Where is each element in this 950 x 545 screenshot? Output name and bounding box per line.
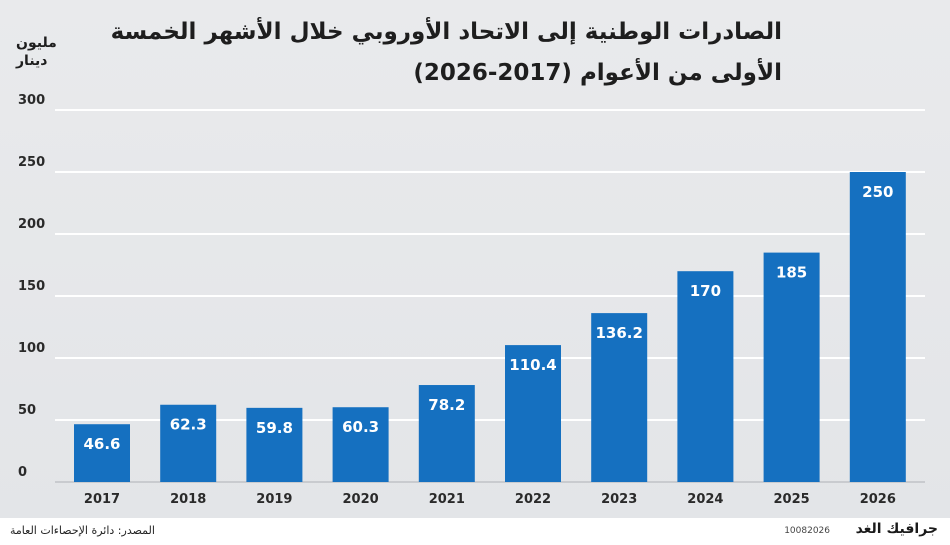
- x-tick-label-2019: 2019: [256, 492, 292, 507]
- bar-2018: [160, 404, 217, 482]
- y-tick-label-150: 150: [18, 279, 45, 294]
- bar-value-label-2021: 78.2: [428, 396, 465, 414]
- y-axis-unit-label: مليون دينار: [16, 34, 76, 70]
- x-tick-label-2021: 2021: [429, 492, 465, 507]
- bar-2020: [332, 407, 389, 482]
- x-tick-label-2025: 2025: [774, 492, 810, 507]
- bar-2017: [74, 424, 130, 482]
- bar-value-label-2024: 170: [690, 282, 721, 300]
- x-tick-label-2026: 2026: [860, 492, 896, 507]
- x-tick-label-2020: 2020: [343, 492, 379, 507]
- graphic-code: 10082026: [784, 526, 830, 536]
- bar-value-label-2019: 59.8: [256, 419, 293, 437]
- y-tick-label-200: 200: [18, 217, 45, 232]
- bar-2019: [246, 407, 303, 482]
- x-tick-label-2017: 2017: [84, 492, 120, 507]
- bar-value-label-2017: 46.6: [83, 435, 120, 453]
- bar-value-label-2020: 60.3: [342, 418, 379, 436]
- bar-2026: [849, 172, 906, 482]
- x-tick-label-2023: 2023: [601, 492, 637, 507]
- x-tick-label-2018: 2018: [170, 492, 206, 507]
- footer: المصدر: دائرة الإحصاءات العامة 10082026 …: [0, 518, 950, 545]
- bar-value-label-2023: 136.2: [595, 324, 642, 342]
- x-tick-label-2022: 2022: [515, 492, 551, 507]
- y-tick-label-250: 250: [18, 155, 45, 170]
- bar-2025: [763, 252, 820, 482]
- bar-value-label-2022: 110.4: [509, 356, 556, 374]
- publisher-logo: جرافيك الغد: [855, 521, 938, 537]
- x-tick-label-2024: 2024: [687, 492, 723, 507]
- bar-value-label-2025: 185: [776, 264, 807, 282]
- source-note: المصدر: دائرة الإحصاءات العامة: [10, 524, 155, 537]
- chart-title-line-2: الأولى من الأعوام (2017-2026): [413, 60, 782, 86]
- bar-2021: [418, 385, 475, 482]
- y-tick-label-300: 300: [18, 93, 45, 108]
- chart-title-line-1: الصادرات الوطنية إلى الاتحاد الأوروبي خل…: [110, 19, 782, 45]
- bar-2022: [505, 345, 561, 482]
- y-axis-unit-line-1: مليون: [16, 35, 57, 51]
- bar-chart: 0 50 100 150 200 250 300 46.6 2017 62.3 2018 59.8 20…: [18, 93, 925, 507]
- y-tick-label-50: 50: [18, 403, 36, 418]
- bar-2023: [591, 313, 648, 482]
- bar-value-label-2026: 250: [862, 183, 893, 201]
- bar-value-label-2018: 62.3: [170, 416, 207, 434]
- y-axis-unit-line-2: دينار: [16, 53, 48, 69]
- bar-2024: [677, 271, 734, 482]
- y-tick-label-0: 0: [18, 465, 27, 480]
- y-tick-label-100: 100: [18, 341, 45, 356]
